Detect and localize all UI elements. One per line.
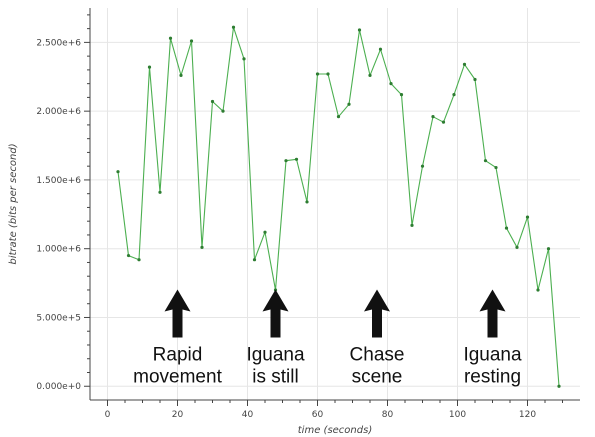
data-point [137,258,141,262]
data-point [389,82,393,86]
data-point [494,165,498,170]
data-point [536,288,540,292]
data-point [557,384,561,388]
grid [90,8,580,400]
x-tick-label: 100 [449,410,466,420]
data-point [462,62,467,66]
y-tick-label: 5.000e+5 [36,313,81,323]
series-line [116,25,561,388]
data-point [441,120,446,124]
data-point [242,57,246,61]
x-tick-label: 40 [242,410,254,420]
data-point [473,77,477,82]
data-point [231,25,236,29]
data-point [200,245,204,249]
data-point [179,73,183,77]
x-axis-title: time (seconds) [298,425,372,436]
data-point [315,72,320,76]
data-point [546,247,551,251]
x-tick-label: 120 [519,410,536,420]
data-point [357,28,362,32]
y-tick-label: 2.500e+6 [36,38,81,48]
annotation-label: Iguana [246,344,305,365]
y-tick-label: 2.000e+6 [36,107,81,117]
up-arrow-icon [262,289,289,338]
up-arrow-icon [479,289,506,338]
x-tick-label: 0 [105,410,111,420]
data-point [504,226,509,230]
axes: 0 20 40 60 80 100 120 0.000e+0 5.000e+5 1.000e+6 1… [8,8,580,436]
data-point [525,215,530,219]
data-point [284,159,288,163]
up-arrow-icon [364,289,390,338]
data-point [147,65,152,69]
data-point [168,36,173,40]
x-tick-label: 80 [382,410,394,420]
annotation-label: Chase [350,344,405,365]
data-point [410,223,414,227]
data-point [252,258,257,262]
data-point [305,200,309,204]
data-point [221,109,225,113]
x-tick-label: 60 [312,410,324,420]
annotation-label: is still [252,366,298,387]
data-point [116,170,120,174]
up-arrow-icon [164,289,191,338]
x-tick-label: 20 [172,410,184,420]
data-point [420,164,425,168]
y-tick-label: 1.500e+6 [36,176,81,186]
data-point [431,115,435,119]
annotation-label: Rapid [153,344,203,365]
y-axis-title: bitrate (bits per second) [8,143,19,264]
data-point [452,93,456,97]
data-point [189,39,194,43]
data-point [399,93,404,97]
data-point [378,47,383,51]
data-point [515,245,519,249]
data-point [263,230,267,234]
data-point [347,102,351,106]
data-point [126,253,131,258]
annotation-label: scene [352,366,403,387]
annotation-label: movement [133,366,222,387]
data-point [326,72,330,76]
annotation-label: Iguana [463,344,522,365]
data-point [483,159,488,163]
data-point [294,157,299,161]
data-point [210,99,215,104]
y-tick-label: 1.000e+6 [36,245,81,255]
annotation-label: resting [464,366,521,387]
y-tick-label: 0.000e+0 [36,382,81,392]
data-point [158,190,162,194]
data-point [336,115,341,119]
data-point [368,73,372,77]
